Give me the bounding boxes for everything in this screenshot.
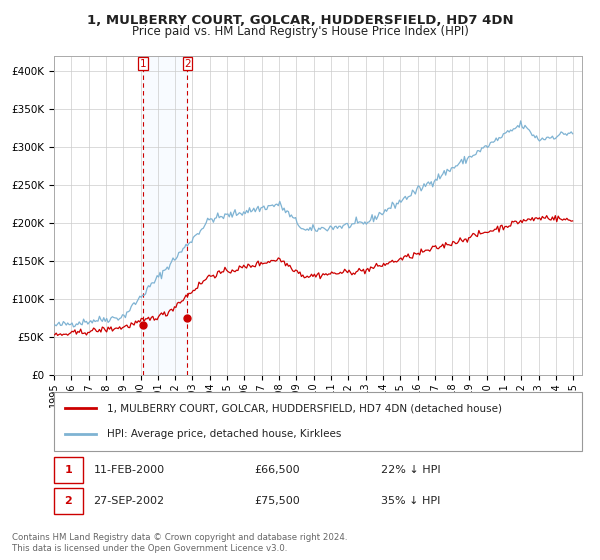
Text: 1, MULBERRY COURT, GOLCAR, HUDDERSFIELD, HD7 4DN (detached house): 1, MULBERRY COURT, GOLCAR, HUDDERSFIELD,… [107,403,502,413]
FancyBboxPatch shape [54,458,83,483]
Text: 27-SEP-2002: 27-SEP-2002 [94,496,165,506]
Text: 22% ↓ HPI: 22% ↓ HPI [382,465,441,475]
Text: £66,500: £66,500 [254,465,300,475]
Text: 1, MULBERRY COURT, GOLCAR, HUDDERSFIELD, HD7 4DN: 1, MULBERRY COURT, GOLCAR, HUDDERSFIELD,… [86,14,514,27]
Text: 35% ↓ HPI: 35% ↓ HPI [382,496,441,506]
FancyBboxPatch shape [54,488,83,514]
Text: Contains HM Land Registry data © Crown copyright and database right 2024.
This d: Contains HM Land Registry data © Crown c… [12,533,347,553]
Text: HPI: Average price, detached house, Kirklees: HPI: Average price, detached house, Kirk… [107,430,341,440]
Text: Price paid vs. HM Land Registry's House Price Index (HPI): Price paid vs. HM Land Registry's House … [131,25,469,38]
Bar [143,56,187,375]
Text: £75,500: £75,500 [254,496,301,506]
Text: 1: 1 [64,465,72,475]
Text: 2: 2 [64,496,72,506]
Text: 11-FEB-2000: 11-FEB-2000 [94,465,165,475]
Text: 1: 1 [139,59,146,69]
Text: 2: 2 [184,59,191,69]
FancyBboxPatch shape [54,392,582,451]
